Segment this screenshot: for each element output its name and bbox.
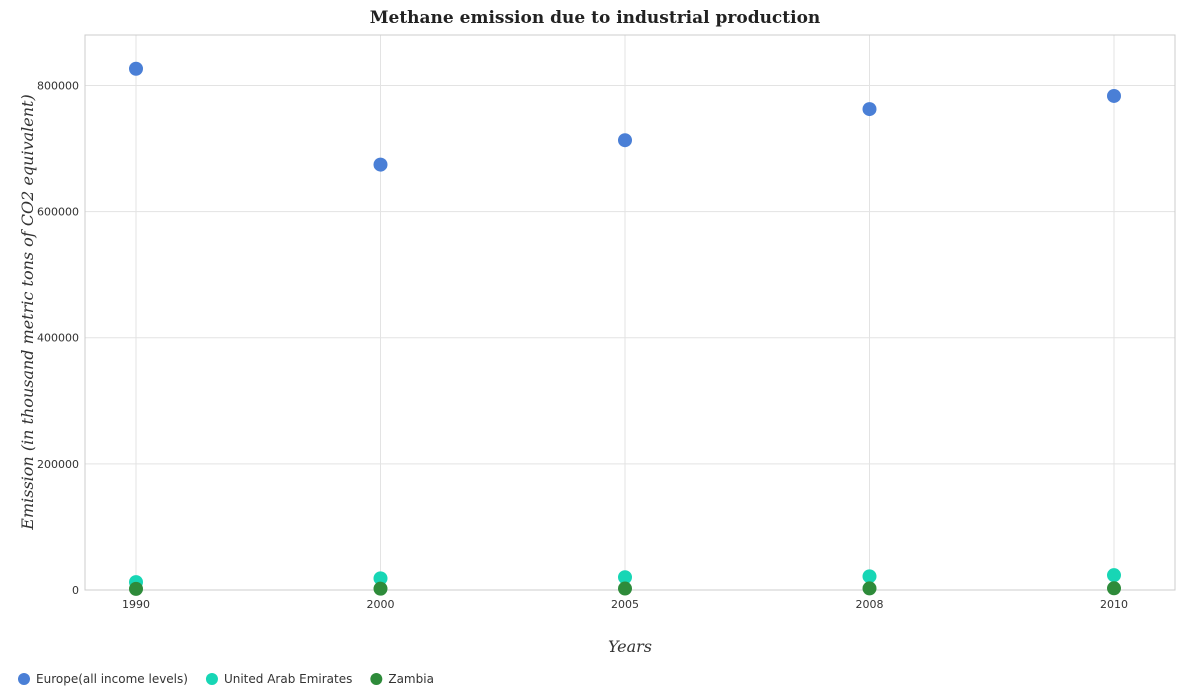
data-point-1 (373, 571, 388, 586)
x-tick-label: 2005 (611, 598, 639, 611)
x-tick-labels: 1990 2000 2005 2008 2010 (122, 598, 1128, 611)
legend: Europe(all income levels) United Arab Emi… (18, 672, 434, 686)
data-point-0 (373, 157, 388, 172)
y-tick-label: 800000 (37, 79, 79, 92)
y-tick-labels: 0 200000 400000 600000 800000 (37, 79, 79, 597)
data-point-2 (1107, 581, 1121, 596)
chart-title: Methane emission due to industrial produ… (369, 8, 821, 28)
legend-label-2: Zambia (388, 672, 434, 686)
data-point-0 (618, 133, 632, 148)
data-point-2 (373, 581, 388, 596)
legend-label-0: Europe(all income levels) (36, 672, 188, 686)
data-point-0 (129, 61, 143, 76)
legend-label-1: United Arab Emirates (224, 672, 352, 686)
x-axis-label: Years (608, 637, 652, 656)
y-tick-label: 200000 (37, 458, 79, 471)
data-points (129, 61, 1121, 596)
data-point-1 (862, 569, 877, 584)
data-point-2 (129, 581, 143, 596)
data-point-1 (1107, 568, 1121, 583)
x-tick-label: 2000 (367, 598, 395, 611)
x-tick-label: 2008 (856, 598, 884, 611)
grid-lines (85, 35, 1175, 591)
legend-marker-1 (205, 673, 218, 685)
legend-marker-2 (370, 673, 383, 685)
data-point-0 (1107, 88, 1121, 103)
y-axis-label: Emission (in thousand metric tons of CO2… (18, 94, 37, 530)
plot-frame (84, 34, 1176, 591)
x-tick-label: 2010 (1100, 598, 1128, 611)
data-point-0 (862, 102, 877, 117)
y-tick-label: 0 (72, 584, 79, 597)
data-point-2 (618, 581, 632, 596)
data-point-2 (862, 581, 877, 596)
y-tick-label: 600000 (37, 206, 79, 219)
y-tick-label: 400000 (37, 332, 79, 345)
x-tick-label: 1990 (122, 598, 150, 611)
legend-marker-0 (18, 673, 30, 685)
data-point-1 (618, 570, 632, 585)
